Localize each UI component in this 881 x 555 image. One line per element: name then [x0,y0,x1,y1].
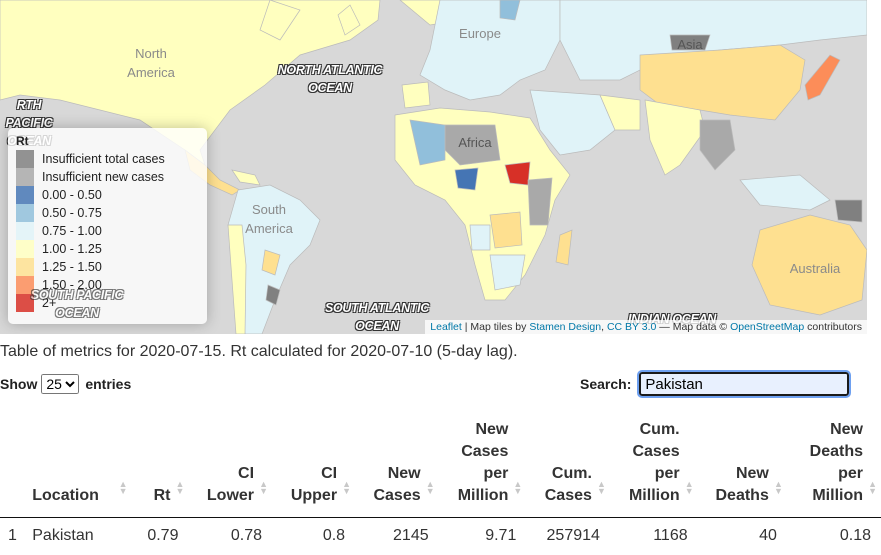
search-label: Search: [580,376,631,392]
legend-item: Insufficient total cases [16,150,199,168]
column-header-label: Rt [154,487,171,504]
stamen-link[interactable]: Stamen Design [529,321,601,333]
leaflet-link[interactable]: Leaflet [430,321,462,333]
column-header[interactable]: Rt ▲▼ [132,415,189,518]
sort-arrows-icon[interactable]: ▲▼ [774,481,783,495]
table-cell: 0.78 [188,518,272,555]
legend-swatch [16,168,34,186]
label-south-pacific: SOUTH PACIFIC OCEAN [24,286,130,322]
table-cell: 0.18 [787,518,881,555]
legend-item: 0.50 - 0.75 [16,204,199,222]
sort-arrows-icon[interactable]: ▲▼ [176,481,185,495]
legend-item: 1.25 - 1.50 [16,258,199,276]
table-cell: 40 [698,518,787,555]
attribution-text-1: | Map tiles by [462,321,530,333]
map-attribution: Leaflet | Map tiles by Stamen Design, CC… [425,320,867,334]
legend-item: Insufficient new cases [16,168,199,186]
legend-swatch [16,150,34,168]
label-north-america: North America [120,44,182,82]
legend-label: Insufficient new cases [42,170,164,184]
legend-swatch [16,204,34,222]
column-header-label: Cum. Cases [545,465,592,504]
table-cell: 2145 [355,518,439,555]
legend-title: Rt [16,134,199,148]
osm-link[interactable]: OpenStreetMap [730,321,804,333]
legend-swatch [16,186,34,204]
label-south-america: South America [238,200,300,238]
entries-label: entries [85,376,131,392]
metrics-table: Location▲▼Rt▲▼CI Lower▲▼CI Upper▲▼New Ca… [0,415,881,555]
column-header-label: New Cases per Million [458,421,509,504]
column-header[interactable]: New Cases per Million ▲▼ [439,415,527,518]
sort-arrows-icon[interactable]: ▲▼ [685,481,694,495]
world-map[interactable]: North America South America Africa Europ… [0,0,867,334]
legend-swatch [16,222,34,240]
sort-arrows-icon[interactable]: ▲▼ [513,481,522,495]
column-header-label: Location [32,487,99,504]
label-asia: Asia [670,35,710,54]
label-australia: Australia [780,259,850,278]
table-cell: 0.8 [272,518,355,555]
attribution-text-3: — Map data © [656,321,730,333]
sort-arrows-icon[interactable]: ▲▼ [597,481,606,495]
table-cell: 0.79 [132,518,189,555]
column-header[interactable]: New Deaths ▲▼ [698,415,787,518]
column-header[interactable]: Cum. Cases per Million ▲▼ [610,415,698,518]
sort-arrows-icon[interactable]: ▲▼ [119,481,128,495]
sort-arrows-icon[interactable]: ▲▼ [259,481,268,495]
label-africa: Africa [452,133,498,152]
column-header-label: CI Lower [207,465,254,504]
column-header[interactable]: New Deaths per Million ▲▼ [787,415,881,518]
table-cell: 1168 [610,518,698,555]
entries-select[interactable]: 25 [41,374,79,394]
column-header[interactable]: CI Upper ▲▼ [272,415,355,518]
column-header[interactable]: Cum. Cases ▲▼ [526,415,610,518]
legend-label: 0.75 - 1.00 [42,224,102,238]
show-label: Show [0,376,37,392]
attribution-text-4: contributors [804,321,862,333]
legend-label: 0.50 - 0.75 [42,206,102,220]
length-menu: Show 25 entries [0,374,131,394]
column-header [0,415,28,518]
column-header[interactable]: New Cases ▲▼ [355,415,439,518]
legend-swatch [16,240,34,258]
column-header-label: New Cases [373,465,420,504]
table-cell: Pakistan [28,518,131,555]
legend-item: 0.75 - 1.00 [16,222,199,240]
legend-item: 1.00 - 1.25 [16,240,199,258]
legend-label: Insufficient total cases [42,152,165,166]
column-header-label: CI Upper [291,465,337,504]
search-box: Search: [580,372,849,396]
column-header-label: Cum. Cases per Million [629,421,680,504]
label-europe: Europe [452,24,508,43]
legend-label: 1.00 - 1.25 [42,242,102,256]
label-north-atlantic: NORTH ATLANTIC OCEAN [262,61,398,97]
table-header-row: Location▲▼Rt▲▼CI Lower▲▼CI Upper▲▼New Ca… [0,415,881,518]
sort-arrows-icon[interactable]: ▲▼ [868,481,877,495]
column-header-label: New Deaths [716,465,769,504]
label-south-atlantic: SOUTH ATLANTIC OCEAN [310,299,444,334]
legend-label: 1.25 - 1.50 [42,260,102,274]
legend-label: 0.00 - 0.50 [42,188,102,202]
license-link[interactable]: CC BY 3.0 [607,321,656,333]
search-input[interactable] [639,372,849,396]
sort-arrows-icon[interactable]: ▲▼ [426,481,435,495]
column-header-label: New Deaths per Million [810,421,863,504]
legend-item: 0.00 - 0.50 [16,186,199,204]
table-cell: 257914 [526,518,610,555]
table-caption: Table of metrics for 2020-07-15. Rt calc… [0,343,518,361]
legend-swatch [16,258,34,276]
column-header[interactable]: CI Lower ▲▼ [188,415,272,518]
table-cell: 9.71 [439,518,527,555]
table-cell: 1 [0,518,28,555]
column-header[interactable]: Location ▲▼ [28,415,131,518]
sort-arrows-icon[interactable]: ▲▼ [342,481,351,495]
